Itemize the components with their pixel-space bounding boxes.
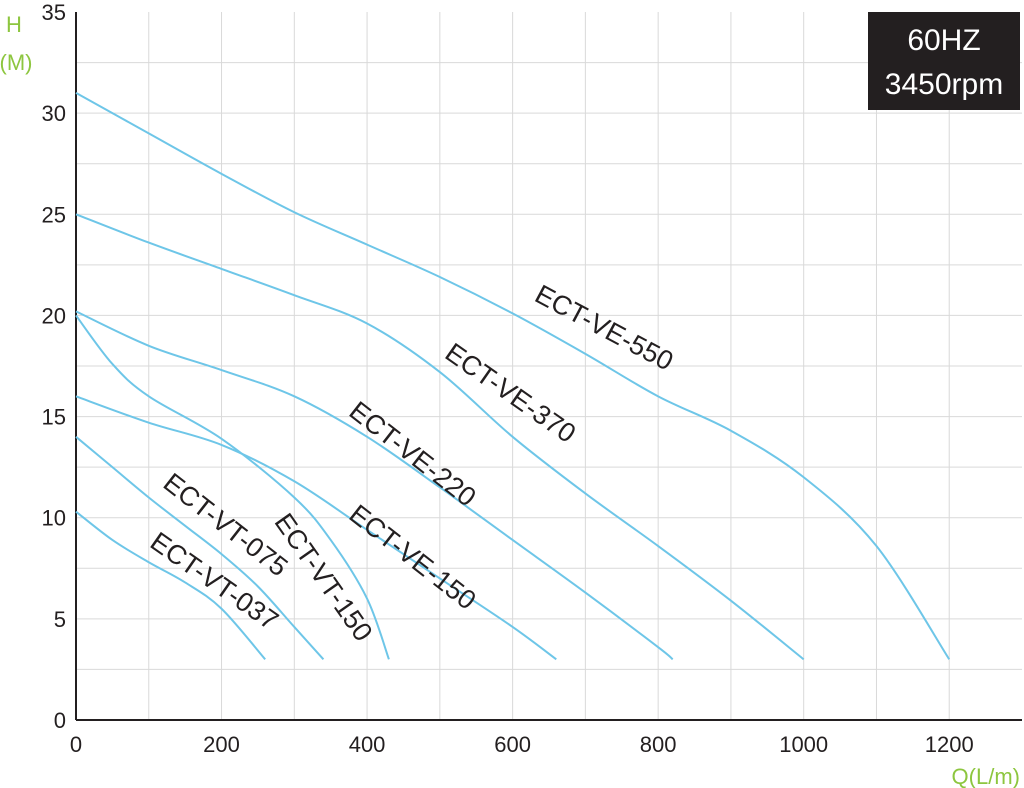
- y-axis-title-line1: H: [6, 12, 22, 37]
- curve-ect-vt-037: [75, 510, 266, 660]
- y-tick-label: 35: [42, 0, 66, 25]
- y-tick-label: 30: [42, 101, 66, 126]
- x-tick-label: 1000: [779, 732, 828, 757]
- badge-speed: 3450rpm: [885, 68, 1003, 101]
- badge-frequency: 60HZ: [907, 24, 980, 57]
- frequency-badge: 60HZ 3450rpm: [868, 12, 1020, 110]
- curve-ect-vt-150: [75, 314, 390, 660]
- y-tick-label: 10: [42, 506, 66, 531]
- curve-label-ect-ve-370: ECT-VE-370: [440, 337, 581, 449]
- y-tick-label: 15: [42, 405, 66, 430]
- curve-labels: ECT-VE-550ECT-VE-370ECT-VE-220ECT-VE-150…: [145, 279, 678, 647]
- curve-ect-ve-150: [75, 395, 557, 661]
- curve-ect-ve-220: [75, 310, 674, 661]
- x-tick-label: 600: [494, 732, 531, 757]
- curve-label-ect-ve-150: ECT-VE-150: [344, 499, 482, 616]
- y-axis-title-line2: (M): [0, 50, 32, 75]
- y-tick-label: 25: [42, 202, 66, 227]
- y-tick-label: 5: [54, 607, 66, 632]
- axes: [75, 12, 1022, 721]
- tick-labels: 0 200 400 600 800 1000 1200 0 5 10 15 20 25 30 35: [42, 0, 974, 757]
- x-tick-label: 0: [70, 732, 82, 757]
- x-tick-label: 400: [349, 732, 386, 757]
- curves: [75, 92, 951, 661]
- x-tick-label: 800: [640, 732, 677, 757]
- x-tick-label: 200: [203, 732, 240, 757]
- x-tick-label: 1200: [925, 732, 974, 757]
- y-tick-label: 20: [42, 303, 66, 328]
- y-tick-label: 0: [54, 708, 66, 733]
- curve-ect-ve-550: [75, 92, 951, 660]
- curve-ect-vt-075: [75, 436, 325, 660]
- curve-label-ect-ve-220: ECT-VE-220: [344, 396, 482, 513]
- grid: [76, 12, 1022, 720]
- curve-label-ect-ve-550: ECT-VE-550: [530, 279, 678, 377]
- badge-background: [868, 12, 1020, 110]
- curve-ect-ve-370: [75, 213, 805, 661]
- x-axis-title: Q(L/m): [952, 764, 1020, 788]
